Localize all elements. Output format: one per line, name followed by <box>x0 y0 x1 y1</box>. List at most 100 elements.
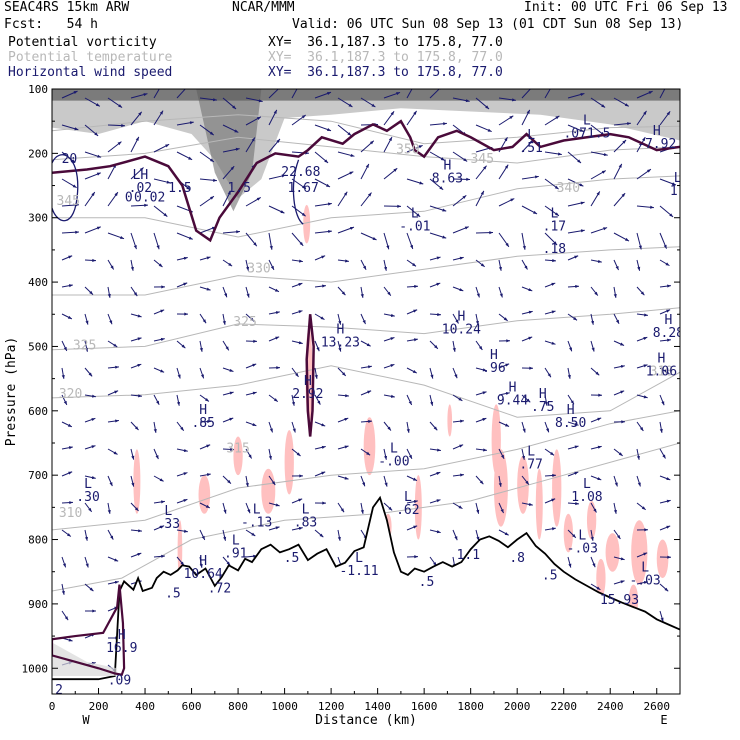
wind-arrowhead <box>156 245 160 250</box>
wind-arrowhead <box>223 509 227 514</box>
extremum-value: 1.1 <box>457 548 480 563</box>
x-tick-label: 2000 <box>504 700 531 713</box>
y-tick-label: 500 <box>28 340 48 353</box>
wind-arrowhead <box>253 242 257 247</box>
wind-arrowhead <box>551 341 556 345</box>
wind-arrowhead <box>161 285 165 289</box>
wind-arrowhead <box>155 455 159 460</box>
wind-arrowhead <box>298 283 303 286</box>
wind-arrowhead <box>292 428 296 433</box>
extremum-value: .17 <box>543 220 566 235</box>
y-tick-label: 300 <box>28 212 48 225</box>
wind-arrowhead <box>85 563 89 568</box>
wind-arrowhead <box>596 191 600 196</box>
wind-arrowhead <box>324 159 329 163</box>
wind-arrowhead <box>73 91 78 95</box>
wind-arrowhead <box>230 166 235 170</box>
wind-arrowhead <box>577 159 582 163</box>
wind-arrowhead <box>525 480 529 485</box>
wind-arrowhead <box>97 154 102 158</box>
wind-speed-patch <box>631 520 648 585</box>
wind-arrowhead <box>228 262 233 267</box>
extremum-value: .85 <box>191 416 214 431</box>
extremum-value: 15.93 <box>600 593 639 608</box>
wind-arrowhead <box>362 265 367 270</box>
wind-arrowhead <box>109 482 113 487</box>
extremum-marker: H <box>653 124 661 139</box>
wind-arrowhead <box>115 419 119 423</box>
wind-arrowhead <box>439 186 444 190</box>
wind-arrowhead <box>338 347 342 352</box>
wind-arrowhead <box>479 480 484 485</box>
extremum-value: 2.92 <box>292 387 323 402</box>
wind-arrowhead <box>159 110 164 115</box>
extremum-marker: L <box>411 207 419 222</box>
forecast-hour: Fcst: 54 h <box>4 17 98 32</box>
wind-arrowhead <box>643 110 647 115</box>
wind-arrowhead <box>534 175 539 179</box>
wind-arrowhead <box>229 417 234 421</box>
extremum-value: .5 <box>419 575 435 590</box>
wind-arrowhead <box>206 473 211 477</box>
wind-arrowhead <box>137 337 142 341</box>
wind-arrowhead <box>660 617 664 622</box>
wind-arrowhead <box>465 99 470 103</box>
wind-speed-patch <box>363 417 376 476</box>
wind-arrowhead <box>388 136 392 141</box>
wind-arrowhead <box>510 198 515 202</box>
wind-arrowhead <box>344 476 349 480</box>
wind-arrowhead <box>568 563 572 568</box>
wind-arrowhead <box>505 423 510 427</box>
theta-label: 330 <box>247 261 270 276</box>
wind-arrowhead <box>667 555 671 559</box>
wind-arrowhead <box>597 445 602 449</box>
wind-arrowhead <box>245 482 249 487</box>
wind-arrowhead <box>458 505 463 509</box>
wind-arrowhead <box>183 529 188 533</box>
wind-arrowhead <box>500 454 505 459</box>
wind-arrowhead <box>408 454 412 459</box>
wind-arrowhead <box>664 587 669 592</box>
wind-arrowhead <box>567 374 571 379</box>
wind-speed-patch <box>261 468 276 514</box>
wind-arrowhead <box>480 190 484 195</box>
y-tick-label: 900 <box>28 598 48 611</box>
wind-arrowhead <box>247 509 251 514</box>
wind-arrowhead <box>644 528 648 532</box>
terrain-grey-patch <box>52 642 118 676</box>
wind-arrowhead <box>598 393 602 397</box>
wind-arrowhead <box>133 245 137 250</box>
wind-arrowhead <box>396 92 401 96</box>
wind-arrowhead <box>159 83 162 87</box>
wind-arrowhead <box>301 114 306 119</box>
wind-arrowhead <box>442 235 447 239</box>
theta-label: 325 <box>233 315 256 330</box>
wind-arrowhead <box>109 320 113 325</box>
wind-arrowhead <box>529 366 533 370</box>
wind-arrowhead <box>209 158 214 162</box>
wind-arrowhead <box>362 320 366 325</box>
wind-arrowhead <box>223 536 227 541</box>
wind-arrowhead <box>661 401 665 406</box>
wind-arrowhead <box>440 157 445 161</box>
wind-arrowhead <box>412 369 417 374</box>
x-tick-label: 1400 <box>364 700 391 713</box>
wind-arrowhead <box>487 128 492 132</box>
wind-arrowhead <box>624 103 629 107</box>
wind-arrowhead <box>110 535 114 540</box>
wind-arrowhead <box>413 338 418 342</box>
y-tick-label: 1000 <box>22 662 49 675</box>
wind-arrowhead <box>298 341 303 345</box>
wind-arrowhead <box>205 398 209 402</box>
wind-arrowhead <box>317 400 321 405</box>
wind-arrowhead <box>574 422 579 426</box>
wind-arrowhead <box>281 174 286 178</box>
wind-arrowhead <box>663 244 667 249</box>
wind-arrowhead <box>366 343 371 347</box>
wind-arrowhead <box>454 374 458 379</box>
wind-arrowhead <box>206 444 211 448</box>
wind-arrowhead <box>613 293 617 298</box>
wind-arrowhead <box>387 426 391 431</box>
extremum-marker: L <box>404 490 412 505</box>
wind-arrowhead <box>637 266 641 271</box>
